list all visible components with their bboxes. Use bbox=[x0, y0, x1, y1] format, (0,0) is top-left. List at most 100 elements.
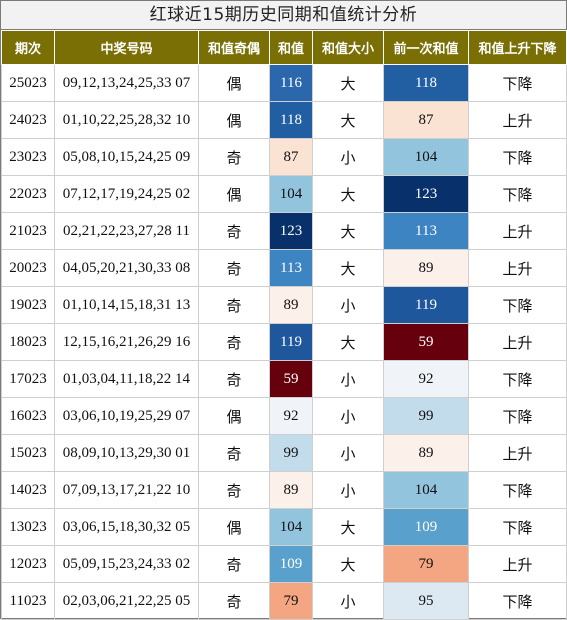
trend-cell: 下降 bbox=[468, 64, 567, 102]
trend-cell: 下降 bbox=[468, 582, 567, 620]
prev-sum-cell: 113 bbox=[383, 212, 469, 250]
header-sum: 和值 bbox=[269, 30, 313, 65]
header-parity: 和值奇偶 bbox=[198, 30, 270, 65]
size-cell: 小 bbox=[312, 397, 384, 435]
parity-cell: 偶 bbox=[198, 64, 270, 102]
numbers-cell: 07,09,13,17,21,22 10 bbox=[54, 471, 199, 509]
table-row: 14023 07,09,13,17,21,22 10 奇 89 小 104 下降 bbox=[1, 471, 567, 509]
trend-cell: 下降 bbox=[468, 397, 567, 435]
header-size: 和值大小 bbox=[312, 30, 384, 65]
prev-sum-cell: 104 bbox=[383, 471, 469, 509]
sum-cell: 113 bbox=[269, 249, 313, 287]
numbers-cell: 01,10,22,25,28,32 10 bbox=[54, 101, 199, 139]
sum-cell: 89 bbox=[269, 471, 313, 509]
table-row: 12023 05,09,15,23,24,33 02 奇 109 大 79 上升 bbox=[1, 545, 567, 583]
header-trend: 和值上升下降 bbox=[468, 30, 567, 65]
numbers-cell: 08,09,10,13,29,30 01 bbox=[54, 434, 199, 472]
size-cell: 大 bbox=[312, 175, 384, 213]
size-cell: 小 bbox=[312, 582, 384, 620]
issue-cell: 14023 bbox=[1, 471, 55, 509]
numbers-cell: 12,15,16,21,26,29 16 bbox=[54, 323, 199, 361]
sum-cell: 99 bbox=[269, 434, 313, 472]
parity-cell: 偶 bbox=[198, 508, 270, 546]
parity-cell: 偶 bbox=[198, 101, 270, 139]
size-cell: 小 bbox=[312, 471, 384, 509]
table-row: 20023 04,05,20,21,30,33 08 奇 113 大 89 上升 bbox=[1, 249, 567, 287]
header-prev: 前一次和值 bbox=[383, 30, 469, 65]
issue-cell: 15023 bbox=[1, 434, 55, 472]
numbers-cell: 02,21,22,23,27,28 11 bbox=[54, 212, 199, 250]
trend-cell: 下降 bbox=[468, 175, 567, 213]
parity-cell: 奇 bbox=[198, 286, 270, 324]
numbers-cell: 04,05,20,21,30,33 08 bbox=[54, 249, 199, 287]
size-cell: 大 bbox=[312, 323, 384, 361]
issue-cell: 19023 bbox=[1, 286, 55, 324]
prev-sum-cell: 87 bbox=[383, 101, 469, 139]
prev-sum-cell: 118 bbox=[383, 64, 469, 102]
size-cell: 大 bbox=[312, 249, 384, 287]
prev-sum-cell: 59 bbox=[383, 323, 469, 361]
parity-cell: 奇 bbox=[198, 434, 270, 472]
trend-cell: 下降 bbox=[468, 360, 567, 398]
size-cell: 小 bbox=[312, 286, 384, 324]
size-cell: 小 bbox=[312, 360, 384, 398]
sum-cell: 104 bbox=[269, 508, 313, 546]
table-body: 25023 09,12,13,24,25,33 07 偶 116 大 118 下降 24023… bbox=[1, 64, 567, 620]
trend-cell: 上升 bbox=[468, 212, 567, 250]
table-row: 18023 12,15,16,21,26,29 16 奇 119 大 59 上升 bbox=[1, 323, 567, 361]
table-row: 17023 01,03,04,11,18,22 14 奇 59 小 92 下降 bbox=[1, 360, 567, 398]
parity-cell: 偶 bbox=[198, 175, 270, 213]
table-row: 21023 02,21,22,23,27,28 11 奇 123 大 113 上升 bbox=[1, 212, 567, 250]
sheet-title: 红球近15期历史同期和值统计分析 bbox=[1, 1, 566, 30]
numbers-cell: 02,03,06,21,22,25 05 bbox=[54, 582, 199, 620]
table-row: 13023 03,06,15,18,30,32 05 偶 104 大 109 下降 bbox=[1, 508, 567, 546]
numbers-cell: 03,06,10,19,25,29 07 bbox=[54, 397, 199, 435]
parity-cell: 偶 bbox=[198, 397, 270, 435]
table-row: 24023 01,10,22,25,28,32 10 偶 118 大 87 上升 bbox=[1, 101, 567, 139]
trend-cell: 下降 bbox=[468, 508, 567, 546]
numbers-cell: 05,08,10,15,24,25 09 bbox=[54, 138, 199, 176]
numbers-cell: 07,12,17,19,24,25 02 bbox=[54, 175, 199, 213]
issue-cell: 17023 bbox=[1, 360, 55, 398]
trend-cell: 上升 bbox=[468, 545, 567, 583]
numbers-cell: 05,09,15,23,24,33 02 bbox=[54, 545, 199, 583]
parity-cell: 奇 bbox=[198, 212, 270, 250]
issue-cell: 13023 bbox=[1, 508, 55, 546]
size-cell: 大 bbox=[312, 545, 384, 583]
table-row: 15023 08,09,10,13,29,30 01 奇 99 小 89 上升 bbox=[1, 434, 567, 472]
sum-cell: 123 bbox=[269, 212, 313, 250]
parity-cell: 奇 bbox=[198, 471, 270, 509]
numbers-cell: 01,03,04,11,18,22 14 bbox=[54, 360, 199, 398]
size-cell: 小 bbox=[312, 138, 384, 176]
numbers-cell: 03,06,15,18,30,32 05 bbox=[54, 508, 199, 546]
sum-cell: 89 bbox=[269, 286, 313, 324]
size-cell: 大 bbox=[312, 212, 384, 250]
parity-cell: 奇 bbox=[198, 360, 270, 398]
sum-cell: 79 bbox=[269, 582, 313, 620]
sum-cell: 109 bbox=[269, 545, 313, 583]
trend-cell: 上升 bbox=[468, 101, 567, 139]
trend-cell: 上升 bbox=[468, 434, 567, 472]
sum-table: 期次 中奖号码 和值奇偶 和值 和值大小 前一次和值 和值上升下降 25023 0… bbox=[1, 30, 567, 620]
parity-cell: 奇 bbox=[198, 249, 270, 287]
sum-cell: 59 bbox=[269, 360, 313, 398]
issue-cell: 11023 bbox=[1, 582, 55, 620]
issue-cell: 16023 bbox=[1, 397, 55, 435]
parity-cell: 奇 bbox=[198, 545, 270, 583]
trend-cell: 上升 bbox=[468, 323, 567, 361]
table-row: 23023 05,08,10,15,24,25 09 奇 87 小 104 下降 bbox=[1, 138, 567, 176]
issue-cell: 18023 bbox=[1, 323, 55, 361]
issue-cell: 24023 bbox=[1, 101, 55, 139]
prev-sum-cell: 95 bbox=[383, 582, 469, 620]
issue-cell: 21023 bbox=[1, 212, 55, 250]
sum-cell: 118 bbox=[269, 101, 313, 139]
header-numbers: 中奖号码 bbox=[54, 30, 199, 65]
table-row: 16023 03,06,10,19,25,29 07 偶 92 小 99 下降 bbox=[1, 397, 567, 435]
parity-cell: 奇 bbox=[198, 582, 270, 620]
header-issue: 期次 bbox=[1, 30, 55, 65]
parity-cell: 奇 bbox=[198, 323, 270, 361]
size-cell: 大 bbox=[312, 508, 384, 546]
issue-cell: 23023 bbox=[1, 138, 55, 176]
size-cell: 小 bbox=[312, 434, 384, 472]
